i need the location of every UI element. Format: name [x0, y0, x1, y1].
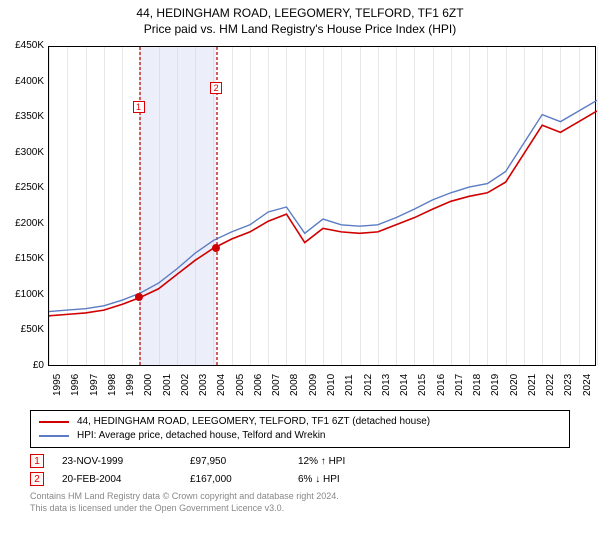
transaction-row: 1 23-NOV-1999 £97,950 12% ↑ HPI	[30, 454, 570, 468]
x-axis-label: 2024	[582, 374, 593, 396]
x-axis-label: 2011	[344, 374, 355, 396]
sale-marker-dot	[135, 293, 143, 301]
x-axis-label: 2015	[417, 374, 428, 396]
x-axis-label: 1997	[89, 374, 100, 396]
x-axis-label: 2001	[162, 374, 173, 396]
transaction-hpi-delta: 6% ↓ HPI	[298, 474, 388, 485]
x-axis-label: 2014	[399, 374, 410, 396]
transaction-row: 2 20-FEB-2004 £167,000 6% ↓ HPI	[30, 472, 570, 486]
x-axis-label: 2017	[454, 374, 465, 396]
legend-row: HPI: Average price, detached house, Telf…	[39, 429, 561, 443]
x-axis-label: 2019	[490, 374, 501, 396]
transaction-marker-box: 2	[30, 472, 44, 486]
x-axis-label: 2006	[253, 374, 264, 396]
footer-line-2: This data is licensed under the Open Gov…	[30, 502, 570, 514]
y-axis-label: £0	[0, 360, 44, 371]
x-axis-label: 2016	[436, 374, 447, 396]
x-axis-label: 2020	[509, 374, 520, 396]
x-axis-label: 2022	[545, 374, 556, 396]
y-axis-label: £350K	[0, 111, 44, 122]
y-axis-label: £200K	[0, 218, 44, 229]
legend-row: 44, HEDINGHAM ROAD, LEEGOMERY, TELFORD, …	[39, 415, 561, 429]
y-axis-label: £400K	[0, 76, 44, 87]
transaction-date: 20-FEB-2004	[62, 474, 172, 485]
transaction-price: £167,000	[190, 474, 280, 485]
x-axis-label: 2004	[216, 374, 227, 396]
x-axis-label: 1995	[52, 374, 63, 396]
y-axis-label: £300K	[0, 147, 44, 158]
x-axis-label: 2018	[472, 374, 483, 396]
y-axis-label: £450K	[0, 40, 44, 51]
legend-swatch	[39, 421, 69, 423]
chart-title: 44, HEDINGHAM ROAD, LEEGOMERY, TELFORD, …	[0, 6, 600, 20]
x-axis-label: 2008	[289, 374, 300, 396]
x-axis-label: 2007	[271, 374, 282, 396]
x-axis-label: 2003	[198, 374, 209, 396]
x-axis-label: 2021	[527, 374, 538, 396]
x-axis-label: 2010	[326, 374, 337, 396]
transaction-marker-box: 1	[30, 454, 44, 468]
legend-label: HPI: Average price, detached house, Telf…	[77, 429, 326, 443]
x-axis-label: 2023	[563, 374, 574, 396]
plot-area: 12	[48, 46, 596, 366]
x-axis-label: 2012	[363, 374, 374, 396]
legend: 44, HEDINGHAM ROAD, LEEGOMERY, TELFORD, …	[30, 410, 570, 448]
x-axis-label: 2009	[308, 374, 319, 396]
transaction-hpi-delta: 12% ↑ HPI	[298, 456, 388, 467]
chart-area: 12 £0£50K£100K£150K£200K£250K£300K£350K£…	[0, 36, 600, 406]
x-axis-label: 2005	[235, 374, 246, 396]
transaction-date: 23-NOV-1999	[62, 456, 172, 467]
x-axis-label: 1996	[70, 374, 81, 396]
x-axis-label: 2002	[180, 374, 191, 396]
x-axis-label: 1998	[107, 374, 118, 396]
sale-marker-dot	[212, 244, 220, 252]
y-axis-label: £50K	[0, 324, 44, 335]
sale-marker-callout: 2	[210, 82, 222, 94]
legend-label: 44, HEDINGHAM ROAD, LEEGOMERY, TELFORD, …	[77, 415, 430, 429]
chart-lines	[49, 47, 597, 367]
x-axis-label: 2000	[143, 374, 154, 396]
footer-attribution: Contains HM Land Registry data © Crown c…	[30, 490, 570, 514]
transaction-price: £97,950	[190, 456, 280, 467]
chart-subtitle: Price paid vs. HM Land Registry's House …	[0, 22, 600, 36]
x-axis-label: 2013	[381, 374, 392, 396]
x-axis-label: 1999	[125, 374, 136, 396]
transactions-block: 1 23-NOV-1999 £97,950 12% ↑ HPI 2 20-FEB-2004…	[30, 454, 570, 486]
y-axis-label: £150K	[0, 253, 44, 264]
sale-marker-callout: 1	[133, 101, 145, 113]
legend-swatch	[39, 435, 69, 437]
y-axis-label: £100K	[0, 289, 44, 300]
footer-line-1: Contains HM Land Registry data © Crown c…	[30, 490, 570, 502]
y-axis-label: £250K	[0, 182, 44, 193]
